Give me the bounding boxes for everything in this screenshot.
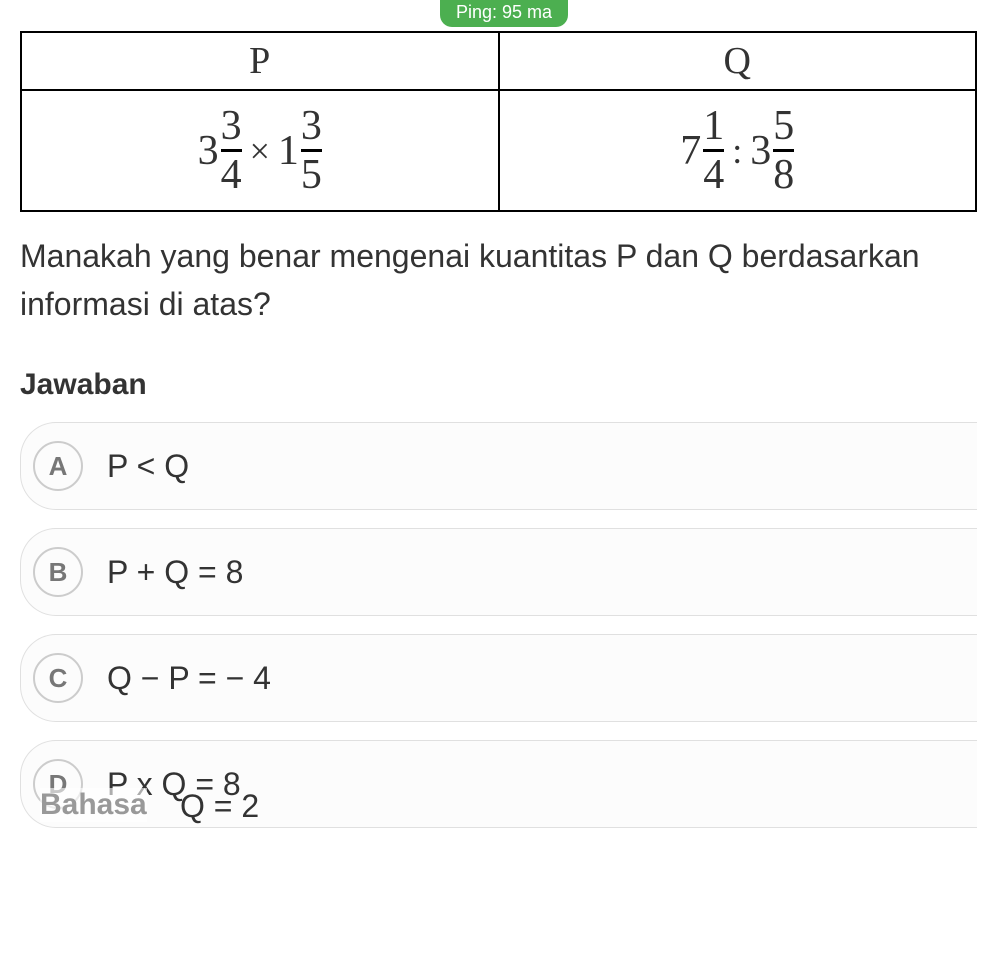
- q-whole2: 3: [750, 127, 773, 175]
- p-frac1: 3 4: [221, 105, 242, 196]
- option-a-text: P < Q: [107, 448, 189, 485]
- q-frac1: 1 4: [703, 105, 724, 196]
- option-b[interactable]: B P + Q = 8: [20, 528, 977, 616]
- pq-table: P Q 3 3 4 × 1 3 5 7: [20, 31, 977, 212]
- question-text: Manakah yang benar mengenai kuantitas P …: [20, 232, 977, 328]
- option-b-letter: B: [33, 547, 83, 597]
- q-expression: 7 1 4 : 3 5 8: [680, 105, 794, 196]
- option-a-letter: A: [33, 441, 83, 491]
- option-c[interactable]: C Q − P = − 4: [20, 634, 977, 722]
- q-frac2: 5 8: [773, 105, 794, 196]
- cell-q: 7 1 4 : 3 5 8: [499, 90, 977, 211]
- cell-p: 3 3 4 × 1 3 5: [21, 90, 499, 211]
- p-operator: ×: [242, 130, 278, 172]
- option-c-letter: C: [33, 653, 83, 703]
- p-expression: 3 3 4 × 1 3 5: [198, 105, 322, 196]
- option-e-text: Q = 2: [180, 788, 259, 825]
- option-a[interactable]: A P < Q: [20, 422, 977, 510]
- q-operator: :: [724, 130, 750, 172]
- option-d[interactable]: D P x Q = 8: [20, 740, 977, 828]
- q-whole1: 7: [680, 127, 703, 175]
- answer-heading: Jawaban: [20, 368, 977, 402]
- header-p: P: [21, 32, 499, 90]
- p-whole2: 1: [278, 127, 301, 175]
- p-frac2: 3 5: [301, 105, 322, 196]
- p-whole1: 3: [198, 127, 221, 175]
- option-c-text: Q − P = − 4: [107, 660, 271, 697]
- header-q: Q: [499, 32, 977, 90]
- ping-badge: Ping: 95 ma: [440, 0, 568, 27]
- bahasa-label[interactable]: Bahasa: [40, 788, 147, 822]
- option-b-text: P + Q = 8: [107, 554, 243, 591]
